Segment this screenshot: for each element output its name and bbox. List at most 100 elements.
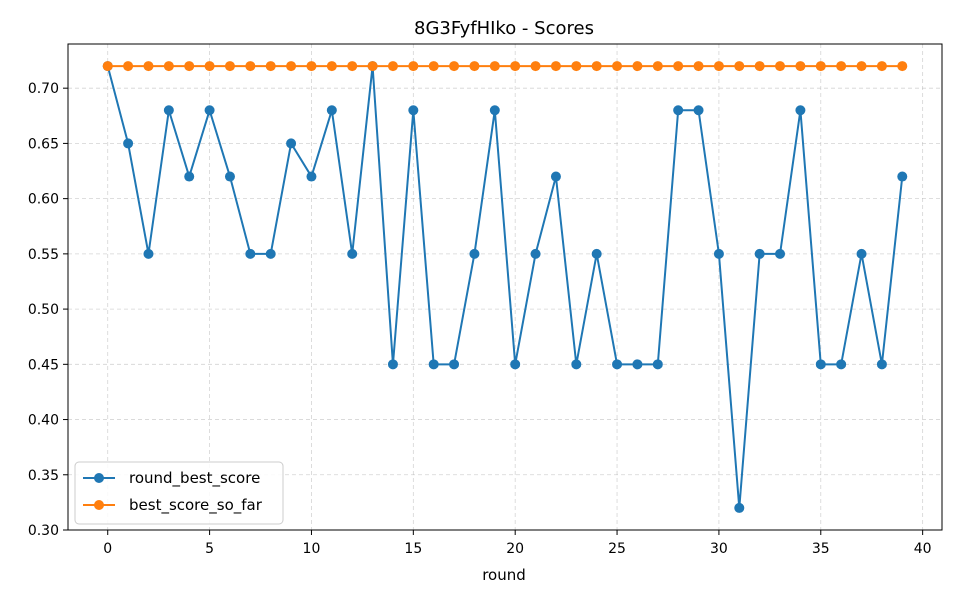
x-tick-label: 5 [205, 541, 214, 557]
y-tick-label: 0.50 [28, 302, 59, 318]
data-point-best_score_so_far [836, 61, 847, 72]
data-point-round_best_score [347, 248, 358, 259]
data-point-round_best_score [449, 359, 460, 370]
data-point-round_best_score [123, 138, 134, 149]
data-point-best_score_so_far [102, 61, 113, 72]
data-point-best_score_so_far [367, 61, 378, 72]
x-axis-label: round [482, 566, 526, 584]
data-point-best_score_so_far [265, 61, 276, 72]
data-point-round_best_score [489, 105, 500, 116]
data-point-best_score_so_far [326, 61, 337, 72]
data-point-round_best_score [387, 359, 398, 370]
data-point-round_best_score [775, 248, 786, 259]
chart-title: 8G3FyfHIko - Scores [414, 18, 594, 39]
data-point-round_best_score [693, 105, 704, 116]
legend-label-best_score_so_far: best_score_so_far [129, 496, 263, 515]
data-point-round_best_score [326, 105, 337, 116]
data-point-best_score_so_far [143, 61, 154, 72]
data-point-round_best_score [632, 359, 643, 370]
data-point-round_best_score [428, 359, 439, 370]
data-point-best_score_so_far [184, 61, 195, 72]
legend-box [74, 461, 284, 525]
data-point-round_best_score [184, 171, 195, 182]
data-point-best_score_so_far [163, 61, 174, 72]
data-point-best_score_so_far [469, 61, 480, 72]
y-tick-label: 0.30 [28, 523, 59, 539]
data-point-round_best_score [530, 248, 541, 259]
data-point-best_score_so_far [795, 61, 806, 72]
data-point-best_score_so_far [306, 61, 317, 72]
y-tick-label: 0.70 [28, 81, 59, 97]
data-point-round_best_score [836, 359, 847, 370]
data-point-best_score_so_far [550, 61, 561, 72]
data-series [102, 61, 908, 513]
data-point-best_score_so_far [713, 61, 724, 72]
data-point-round_best_score [408, 105, 419, 116]
data-point-round_best_score [245, 248, 256, 259]
data-point-round_best_score [469, 248, 480, 259]
data-point-best_score_so_far [571, 61, 582, 72]
x-tick-label: 25 [608, 541, 626, 557]
data-point-round_best_score [204, 105, 215, 116]
axes: 0 5 10 15 20 25 30 35 40 0.30 0.35 0.40 0.45 0.50 0.55… [28, 43, 943, 557]
data-point-best_score_so_far [286, 61, 297, 72]
data-point-round_best_score [591, 248, 602, 259]
data-point-round_best_score [163, 105, 174, 116]
data-point-best_score_so_far [612, 61, 623, 72]
data-point-round_best_score [795, 105, 806, 116]
data-point-round_best_score [673, 105, 684, 116]
data-point-best_score_so_far [673, 61, 684, 72]
x-tick-label: 0 [103, 541, 112, 557]
data-point-best_score_so_far [204, 61, 215, 72]
data-point-best_score_so_far [632, 61, 643, 72]
legend-marker-best_score_so_far [94, 500, 104, 510]
y-tick-label: 0.55 [28, 247, 59, 263]
data-point-round_best_score [815, 359, 826, 370]
data-point-best_score_so_far [245, 61, 256, 72]
data-point-best_score_so_far [876, 61, 887, 72]
x-tick-label: 10 [303, 541, 321, 557]
data-point-best_score_so_far [815, 61, 826, 72]
data-point-round_best_score [571, 359, 582, 370]
data-point-best_score_so_far [652, 61, 663, 72]
data-point-round_best_score [306, 171, 317, 182]
data-point-best_score_so_far [591, 61, 602, 72]
data-point-best_score_so_far [897, 61, 908, 72]
legend-label-round_best_score: round_best_score [129, 469, 260, 488]
data-point-best_score_so_far [510, 61, 521, 72]
data-point-best_score_so_far [347, 61, 358, 72]
data-point-round_best_score [550, 171, 561, 182]
data-point-round_best_score [143, 248, 154, 259]
x-tick-label: 35 [812, 541, 830, 557]
data-point-best_score_so_far [754, 61, 765, 72]
data-point-best_score_so_far [530, 61, 541, 72]
data-point-round_best_score [652, 359, 663, 370]
data-point-best_score_so_far [734, 61, 745, 72]
data-point-round_best_score [897, 171, 908, 182]
x-tick-label: 15 [404, 541, 422, 557]
data-point-round_best_score [876, 359, 887, 370]
data-point-round_best_score [856, 248, 867, 259]
data-point-round_best_score [754, 248, 765, 259]
data-point-round_best_score [224, 171, 235, 182]
data-point-best_score_so_far [428, 61, 439, 72]
data-point-best_score_so_far [123, 61, 134, 72]
data-point-best_score_so_far [408, 61, 419, 72]
x-tick-label: 20 [506, 541, 524, 557]
data-point-best_score_so_far [387, 61, 398, 72]
y-tick-label: 0.35 [28, 468, 59, 484]
data-point-round_best_score [612, 359, 623, 370]
x-tick-label: 30 [710, 541, 728, 557]
series-line-round_best_score [106, 65, 904, 509]
y-tick-label: 0.60 [28, 192, 59, 208]
x-tick-label: 40 [914, 541, 932, 557]
data-point-round_best_score [510, 359, 521, 370]
data-point-round_best_score [265, 248, 276, 259]
plot-frame [67, 43, 943, 531]
data-point-round_best_score [734, 502, 745, 513]
data-point-best_score_so_far [449, 61, 460, 72]
data-point-best_score_so_far [856, 61, 867, 72]
data-point-best_score_so_far [489, 61, 500, 72]
y-tick-label: 0.65 [28, 136, 59, 152]
